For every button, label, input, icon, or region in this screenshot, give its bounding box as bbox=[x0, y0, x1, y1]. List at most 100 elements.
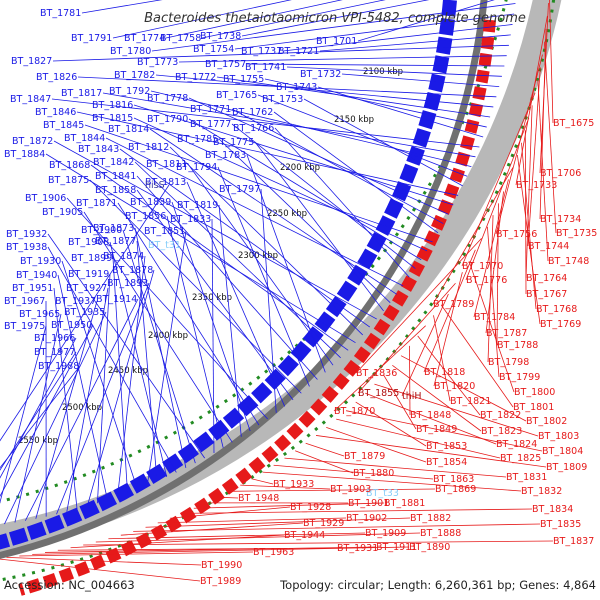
gene-label-reverse: BT_1948 bbox=[238, 493, 279, 504]
gene-label-forward: BT_1851 bbox=[144, 226, 185, 237]
gene-label-reverse: BT_1675 bbox=[553, 118, 594, 129]
leader-line-forward bbox=[169, 146, 364, 336]
gene-label-forward: BT_1932 bbox=[6, 229, 47, 240]
leader-line-forward bbox=[246, 154, 326, 373]
leader-line-reverse bbox=[544, 41, 557, 234]
gene-label-reverse: BT_1804 bbox=[542, 446, 583, 457]
gene-label-forward: BT_1937 bbox=[55, 296, 96, 307]
gene-label-reverse: BT_1820 bbox=[434, 381, 475, 392]
leader-line-reverse bbox=[432, 167, 514, 305]
gene-label-forward: BT_1884 bbox=[4, 149, 45, 160]
leader-line-reverse bbox=[240, 484, 331, 490]
forward-strand-ring bbox=[0, 0, 457, 550]
leader-line-reverse bbox=[365, 392, 497, 445]
leader-line-forward bbox=[25, 298, 139, 521]
gene-label-reverse: BT_1818 bbox=[424, 367, 465, 378]
gene-label-forward: BT_1847 bbox=[10, 94, 51, 105]
gene-label-forward: BT_1914 bbox=[96, 294, 137, 305]
leader-line-forward bbox=[81, 0, 163, 14]
gene-label-reverse: BT_1825 bbox=[500, 453, 541, 464]
leader-line-reverse bbox=[355, 401, 427, 447]
gene-label-forward: BT_1778 bbox=[147, 93, 188, 104]
leader-line-forward bbox=[89, 179, 302, 394]
tick-label: 2200 kbp bbox=[280, 163, 320, 173]
gene-label-reverse: BT_1863 bbox=[433, 474, 474, 485]
tick-labels: 2100 kbp 2150 kbp 2200 kbp 2250 kbp 2300 kbp… bbox=[18, 67, 403, 446]
gene-label-reverse: BT_1748 bbox=[548, 256, 589, 267]
gene-label-forward: BT_1782 bbox=[114, 70, 155, 81]
leader-line-reverse bbox=[284, 457, 507, 478]
leader-line-forward bbox=[257, 94, 468, 177]
gene-label-forward: BT_1868 bbox=[49, 160, 90, 171]
leader-line-reverse bbox=[336, 418, 501, 459]
leader-line-reverse bbox=[157, 517, 347, 524]
leader-line-forward bbox=[246, 63, 505, 67]
leader-line-reverse bbox=[355, 238, 482, 374]
summary-text: Topology: circular; Length: 6,260,361 bp… bbox=[279, 578, 596, 592]
leader-line-reverse bbox=[145, 517, 411, 528]
gene-label-forward: BT_1819 bbox=[177, 200, 218, 211]
leader-line-reverse bbox=[527, 67, 541, 247]
gene-label-forward: BT_1815 bbox=[92, 113, 133, 124]
tick-label: 2150 kbp bbox=[334, 115, 374, 125]
leader-line-forward bbox=[83, 211, 233, 443]
leader-line-forward bbox=[0, 337, 77, 479]
leader-line-forward bbox=[35, 300, 98, 519]
gene-label-forward: BT_1743 bbox=[276, 82, 317, 93]
gene-label-forward: BT_1777 bbox=[190, 119, 231, 130]
leader-line-forward bbox=[155, 74, 494, 108]
leader-line-reverse bbox=[487, 215, 494, 363]
leader-line-forward bbox=[117, 255, 146, 497]
gene-label-forward: BT_1812 bbox=[128, 142, 169, 153]
gene-label-reverse: BT_1824 bbox=[496, 439, 537, 450]
leader-line-forward bbox=[4, 311, 107, 525]
gene-label-forward: BT_1811 bbox=[146, 159, 187, 170]
gene-label-reverse: BT_1798 bbox=[488, 357, 529, 368]
gene-label-forward: BT_1775 bbox=[213, 137, 254, 148]
leader-line-reverse bbox=[32, 546, 410, 555]
gene-label-forward: BT_1827 bbox=[11, 56, 52, 67]
gene-label-forward: BT_1790 bbox=[147, 114, 188, 125]
gene-label-forward: BT_1930 bbox=[20, 256, 61, 267]
leader-line-forward bbox=[0, 325, 47, 504]
leader-line-reverse bbox=[273, 464, 434, 480]
leader-line-forward bbox=[56, 282, 150, 515]
gene-label-forward: BT_1872 bbox=[12, 136, 53, 147]
leader-line-forward bbox=[150, 90, 472, 167]
leader-line-reverse bbox=[181, 508, 533, 514]
gene-label-forward: BT_1856 bbox=[125, 211, 166, 222]
gene-label-reverse: BT_1735 bbox=[556, 228, 597, 239]
gene-label-forward: BT_1877 bbox=[95, 236, 136, 247]
gene-label-forward: BT_1797 bbox=[219, 184, 260, 195]
leader-line-forward bbox=[97, 273, 111, 504]
leader-line-reverse bbox=[326, 427, 427, 463]
gene-label-forward: BT_1758 bbox=[160, 33, 201, 44]
leader-line-reverse bbox=[400, 355, 527, 422]
leader-line-reverse bbox=[228, 488, 436, 492]
gene-label-forward: BT_1845 bbox=[43, 120, 84, 131]
map-rings bbox=[0, 0, 562, 596]
leader-line-reverse bbox=[417, 335, 481, 416]
leader-line-forward bbox=[84, 124, 433, 243]
gene-label-forward: BT_1817 bbox=[61, 88, 102, 99]
leader-line-reverse bbox=[193, 502, 385, 509]
gene-label-reverse: BT_1788 bbox=[497, 340, 538, 351]
tick-label: 2450 kbp bbox=[108, 366, 148, 376]
leader-line-forward bbox=[178, 55, 507, 63]
leader-line-forward bbox=[149, 128, 397, 295]
gene-label-reverse: BT_1768 bbox=[536, 304, 577, 315]
gene-label-forward: BT_1977 bbox=[34, 347, 75, 358]
leader-line-forward bbox=[282, 24, 513, 52]
leader-line-reverse bbox=[217, 496, 239, 499]
gene-label-reverse: BT_1879 bbox=[344, 451, 385, 462]
gene-label-reverse: BT_1767 bbox=[526, 289, 567, 300]
leader-line-forward bbox=[211, 218, 215, 454]
gene-label-forward: BT_1871 bbox=[76, 198, 117, 209]
label-leaders bbox=[0, 0, 557, 582]
gene-label-forward: BT_1757 bbox=[205, 59, 246, 70]
leader-line-reverse bbox=[95, 532, 421, 543]
leader-line-reverse bbox=[440, 304, 514, 408]
gene-label-forward: hisS bbox=[145, 180, 165, 191]
leader-line-reverse bbox=[423, 249, 476, 373]
